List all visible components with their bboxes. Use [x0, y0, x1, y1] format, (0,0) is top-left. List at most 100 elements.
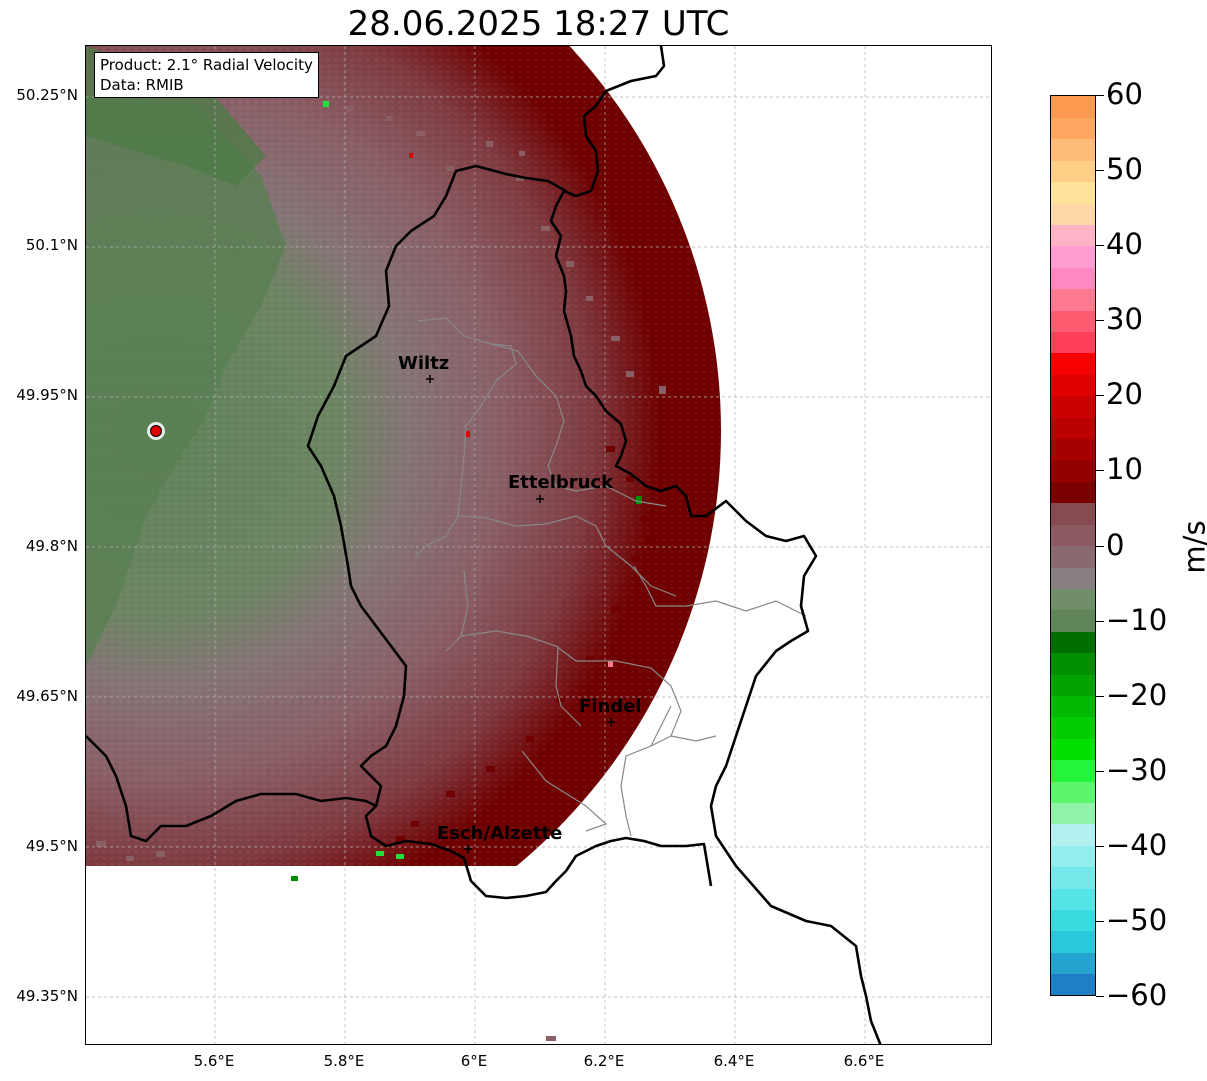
- radar-edge-speckles: [96, 106, 666, 1041]
- colorbar-segment: [1051, 588, 1095, 611]
- colorbar-tick-label: 0: [1106, 527, 1125, 562]
- lat-label: 49.8°N: [25, 537, 78, 555]
- colorbar-tick-label: 40: [1106, 227, 1143, 262]
- colorbar-tick: [1096, 545, 1104, 547]
- colorbar-tick-label: −50: [1106, 902, 1168, 937]
- colorbar-segment: [1051, 181, 1095, 204]
- colorbar-segment: [1051, 802, 1095, 825]
- city-labels: Wiltz Ettelbruck Findel Esch/Alzette: [398, 353, 642, 844]
- city-markers: [426, 375, 615, 853]
- lon-label: 6.4°E: [713, 1052, 755, 1070]
- colorbar-segment: [1051, 780, 1095, 803]
- product-info-box: Product: 2.1° Radial Velocity Data: RMIB: [94, 52, 319, 98]
- colorbar-segment: [1051, 952, 1095, 975]
- colorbar-segment: [1051, 96, 1095, 118]
- colorbar-segment: [1051, 374, 1095, 397]
- colorbar-tick: [1096, 770, 1104, 772]
- lat-label: 49.95°N: [16, 386, 78, 404]
- colorbar-segment: [1051, 288, 1095, 311]
- colorbar-segment: [1051, 481, 1095, 504]
- colorbar-tick: [1096, 170, 1104, 172]
- lat-label: 49.35°N: [16, 987, 78, 1005]
- colorbar-segment: [1051, 545, 1095, 568]
- city-wiltz: Wiltz: [398, 353, 449, 374]
- colorbar-segment: [1051, 438, 1095, 461]
- lon-label: 5.6°E: [193, 1052, 235, 1070]
- data-source-label: Data: RMIB: [100, 76, 184, 94]
- city-findel: Findel: [579, 696, 642, 717]
- colorbar-tick: [1096, 695, 1104, 697]
- colorbar-segment: [1051, 138, 1095, 161]
- colorbar-segment: [1051, 331, 1095, 354]
- colorbar-tick: [1096, 470, 1104, 472]
- product-label: Product: 2.1° Radial Velocity: [100, 56, 313, 74]
- colorbar-tick: [1096, 845, 1104, 847]
- colorbar-tick: [1096, 620, 1104, 622]
- colorbar-segment: [1051, 823, 1095, 846]
- colorbar-segment: [1051, 845, 1095, 868]
- colorbar-tick-label: −30: [1106, 752, 1168, 787]
- colorbar-segment: [1051, 160, 1095, 183]
- colorbar-unit: m/s: [1177, 520, 1207, 574]
- lat-label: 49.5°N: [25, 837, 78, 855]
- negative-velocity-area: [86, 96, 286, 666]
- colorbar-segment: [1051, 459, 1095, 482]
- canton-borders: [415, 317, 807, 837]
- graticule: [86, 46, 991, 1044]
- colorbar-segment: [1051, 245, 1095, 268]
- colorbar-segment: [1051, 631, 1095, 654]
- colorbar-tick-label: −40: [1106, 827, 1168, 862]
- colorbar-segment: [1051, 866, 1095, 889]
- colorbar-segment: [1051, 203, 1095, 226]
- colorbar-segment: [1051, 930, 1095, 953]
- radar-echo-speckles: [291, 101, 642, 881]
- colorbar-segment: [1051, 716, 1095, 739]
- lon-label: 6°E: [460, 1052, 488, 1070]
- lat-label: 49.65°N: [16, 687, 78, 705]
- colorbar-segment: [1051, 652, 1095, 675]
- city-ettelbruck: Ettelbruck: [508, 472, 614, 493]
- colorbar-segment: [1051, 738, 1095, 761]
- colorbar-tick-label: −20: [1106, 677, 1168, 712]
- map-title: 28.06.2025 18:27 UTC: [347, 4, 730, 44]
- lon-label: 5.8°E: [323, 1052, 365, 1070]
- colorbar-segment: [1051, 502, 1095, 525]
- lon-label: 6.2°E: [583, 1052, 625, 1070]
- colorbar: [1050, 95, 1096, 996]
- colorbar-tick: [1096, 245, 1104, 247]
- radar-map[interactable]: Wiltz Ettelbruck Findel Esch/Alzette: [85, 45, 992, 1045]
- colorbar-tick: [1096, 996, 1104, 997]
- colorbar-segment: [1051, 566, 1095, 589]
- colorbar-tick-label: 20: [1106, 377, 1143, 412]
- national-borders: [86, 46, 882, 1044]
- colorbar-tick: [1096, 320, 1104, 322]
- radar-coverage: [86, 46, 721, 866]
- colorbar-segment: [1051, 117, 1095, 140]
- colorbar-tick: [1096, 395, 1104, 397]
- colorbar-segment: [1051, 352, 1095, 375]
- lat-label: 50.25°N: [16, 86, 78, 104]
- colorbar-tick: [1096, 95, 1104, 96]
- colorbar-segment: [1051, 224, 1095, 247]
- colorbar-segment: [1051, 695, 1095, 718]
- colorbar-segment: [1051, 417, 1095, 440]
- colorbar-segment: [1051, 887, 1095, 910]
- colorbar-tick: [1096, 920, 1104, 922]
- colorbar-tick-label: −10: [1106, 602, 1168, 637]
- colorbar-tick-label: 50: [1106, 152, 1143, 187]
- city-esch-alzette: Esch/Alzette: [437, 823, 562, 844]
- lat-label: 50.1°N: [25, 236, 78, 254]
- colorbar-segment: [1051, 609, 1095, 632]
- colorbar-segment: [1051, 673, 1095, 696]
- radar-site[interactable]: [147, 422, 165, 440]
- lon-label: 6.6°E: [843, 1052, 885, 1070]
- colorbar-segment: [1051, 310, 1095, 333]
- colorbar-tick-label: 60: [1106, 77, 1143, 111]
- colorbar-segment: [1051, 267, 1095, 290]
- colorbar-tick-label: −60: [1106, 978, 1168, 1012]
- colorbar-segment: [1051, 524, 1095, 547]
- radar-edge-dark: [396, 446, 652, 842]
- colorbar-segment: [1051, 973, 1095, 995]
- colorbar-segment: [1051, 759, 1095, 782]
- colorbar-segment: [1051, 395, 1095, 418]
